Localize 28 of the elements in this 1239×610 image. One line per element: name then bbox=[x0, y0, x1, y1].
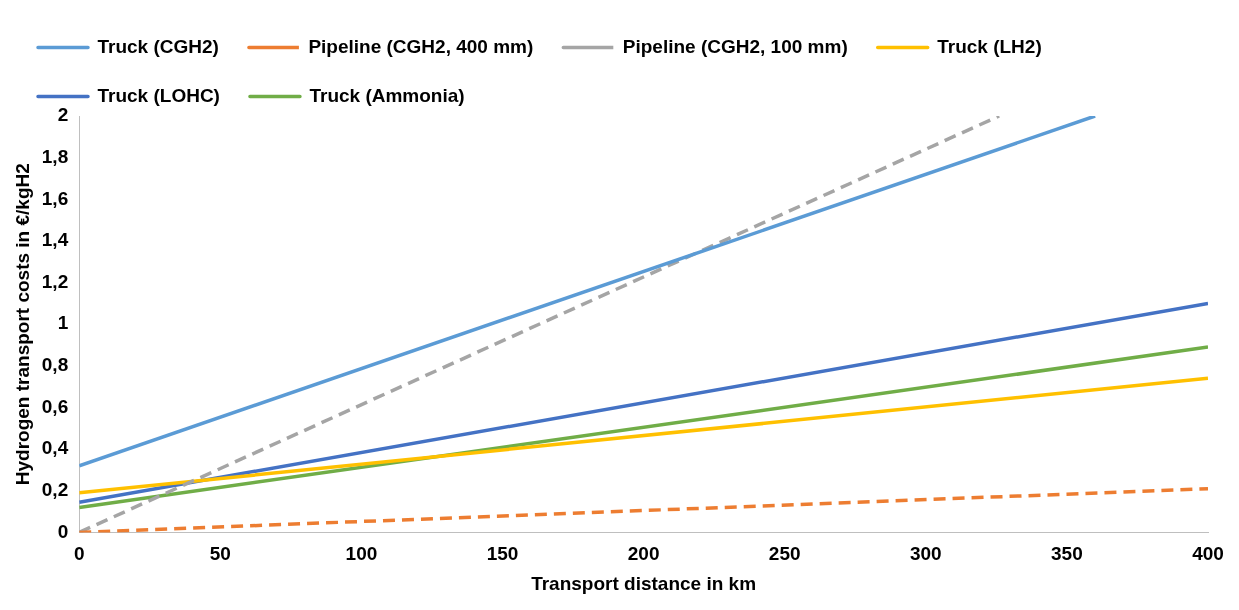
legend-label: Truck (CGH2) bbox=[97, 35, 219, 57]
y-tick-label: 0,6 bbox=[41, 395, 69, 417]
x-axis-title: Transport distance in km bbox=[531, 572, 757, 594]
y-tick-label: 2 bbox=[57, 104, 69, 126]
x-tick-label: 100 bbox=[345, 543, 378, 565]
y-tick-label: 0 bbox=[57, 520, 69, 542]
x-tick-label: 250 bbox=[768, 543, 801, 565]
legend-label: Truck (LH2) bbox=[937, 35, 1042, 57]
y-tick-label: 1,4 bbox=[41, 229, 69, 251]
x-tick-label: 200 bbox=[627, 543, 660, 565]
y-tick-label: 1,8 bbox=[41, 145, 69, 167]
x-tick-label: 300 bbox=[909, 543, 942, 565]
x-tick-label: 50 bbox=[209, 543, 231, 565]
legend-label: Pipeline (CGH2, 100 mm) bbox=[622, 35, 848, 57]
y-tick-label: 1 bbox=[57, 312, 69, 334]
legend-label: Truck (Ammonia) bbox=[309, 84, 465, 106]
x-tick-label: 400 bbox=[1192, 543, 1224, 565]
legend-label: Pipeline (CGH2, 400 mm) bbox=[308, 35, 534, 57]
y-tick-label: 0,4 bbox=[41, 437, 69, 459]
x-tick-label: 150 bbox=[486, 543, 519, 565]
x-tick-label: 0 bbox=[73, 543, 85, 565]
y-tick-label: 0,8 bbox=[41, 354, 69, 376]
y-axis-title: Hydrogen transport costs in €/kgH2 bbox=[11, 163, 33, 486]
y-tick-label: 0,2 bbox=[41, 478, 69, 500]
legend-label: Truck (LOHC) bbox=[97, 84, 220, 106]
y-tick-label: 1,6 bbox=[41, 187, 69, 209]
y-tick-label: 1,2 bbox=[41, 270, 69, 292]
x-tick-label: 350 bbox=[1051, 543, 1083, 565]
